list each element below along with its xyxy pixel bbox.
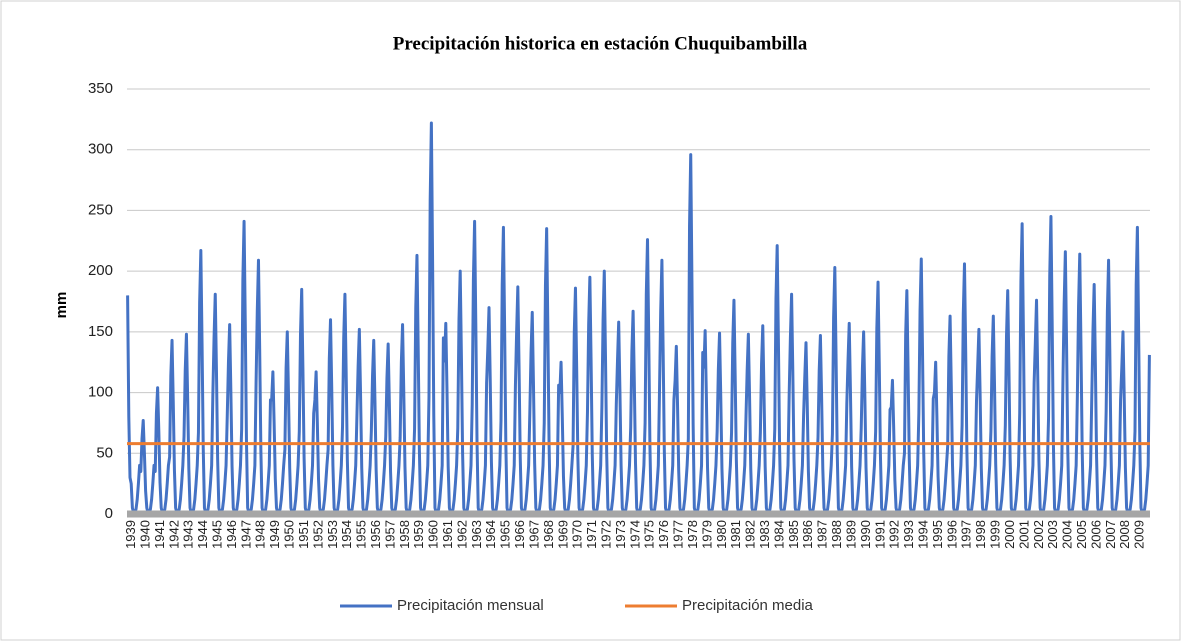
x-tick-label: 1968 [541,520,556,549]
x-tick-label: 1970 [570,520,585,549]
x-tick-label: 1971 [584,520,599,549]
x-tick-label: 2001 [1016,520,1031,549]
x-tick-label: 1979 [699,520,714,549]
y-tick-label: 150 [88,323,113,340]
x-tick-label: 1969 [555,520,570,549]
x-tick-label: 1963 [469,520,484,549]
legend-label: Precipitación mensual [397,597,544,614]
x-tick-label: 1945 [209,520,224,549]
x-tick-label: 2000 [1002,520,1017,549]
x-tick-label: 1939 [123,520,138,549]
x-tick-label: 1954 [339,520,354,549]
y-tick-label: 50 [96,444,113,461]
x-tick-label: 2004 [1060,520,1075,549]
x-tick-label: 1967 [526,520,541,549]
x-tick-label: 1944 [195,520,210,549]
x-tick-label: 1981 [728,520,743,549]
x-tick-label: 1962 [454,520,469,549]
x-tick-label: 1983 [757,520,772,549]
x-tick-label: 1972 [599,520,614,549]
x-tick-label: 1978 [685,520,700,549]
x-tick-label: 1994 [916,520,931,549]
x-tick-label: 1977 [671,520,686,549]
x-tick-label: 1943 [181,520,196,549]
y-tick-label: 250 [88,201,113,218]
x-tick-label: 1953 [325,520,340,549]
x-tick-label: 1985 [786,520,801,549]
x-tick-label: 1950 [282,520,297,549]
chart-title: Precipitación historica en estación Chuq… [393,33,808,54]
x-tick-label: 1957 [382,520,397,549]
x-tick-label: 1949 [267,520,282,549]
x-tick-label: 2005 [1074,520,1089,549]
x-tick-label: 1959 [411,520,426,549]
x-tick-label: 1982 [743,520,758,549]
y-tick-label: 200 [88,262,113,279]
x-tick-label: 1993 [901,520,916,549]
x-tick-label: 2008 [1117,520,1132,549]
x-tick-label: 1956 [368,520,383,549]
x-tick-label: 1965 [498,520,513,549]
x-tick-label: 1947 [238,520,253,549]
x-tick-label: 1995 [930,520,945,549]
y-tick-label: 350 [88,80,113,97]
x-tick-label: 1941 [152,520,167,549]
x-tick-label: 1999 [988,520,1003,549]
x-tick-label: 2007 [1103,520,1118,549]
y-axis-label: mm [53,292,70,319]
x-tick-label: 1942 [166,520,181,549]
x-tick-label: 1987 [815,520,830,549]
x-tick-label: 1940 [137,520,152,549]
legend-label: Precipitación media [682,597,814,614]
x-tick-label: 1997 [959,520,974,549]
x-tick-label: 1961 [440,520,455,549]
x-tick-label: 1975 [642,520,657,549]
x-tick-label: 1966 [512,520,527,549]
x-tick-label: 1958 [397,520,412,549]
x-tick-label: 1973 [613,520,628,549]
x-tick-label: 1964 [483,520,498,549]
x-tick-label: 1992 [887,520,902,549]
x-tick-label: 1991 [872,520,887,549]
x-tick-label: 1960 [426,520,441,549]
x-tick-label: 2003 [1045,520,1060,549]
x-tick-label: 1989 [843,520,858,549]
y-tick-label: 300 [88,141,113,158]
x-tick-label: 1986 [800,520,815,549]
x-tick-label: 1976 [656,520,671,549]
x-tick-label: 2006 [1088,520,1103,549]
x-tick-label: 1998 [973,520,988,549]
x-tick-label: 1988 [829,520,844,549]
x-tick-label: 2009 [1132,520,1147,549]
x-tick-label: 1946 [224,520,239,549]
x-tick-label: 2002 [1031,520,1046,549]
x-tick-label: 1996 [944,520,959,549]
y-tick-label: 100 [88,384,113,401]
x-tick-label: 1990 [858,520,873,549]
y-tick-label: 0 [105,505,113,522]
x-tick-label: 1984 [771,520,786,549]
x-tick-label: 1951 [296,520,311,549]
x-tick-label: 1974 [627,520,642,549]
x-tick-label: 1980 [714,520,729,549]
x-tick-label: 1952 [310,520,325,549]
x-tick-label: 1955 [354,520,369,549]
x-tick-label: 1948 [253,520,268,549]
